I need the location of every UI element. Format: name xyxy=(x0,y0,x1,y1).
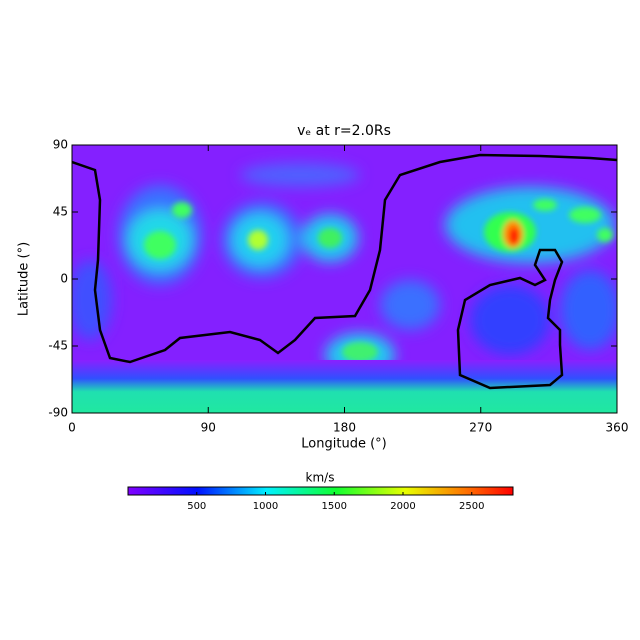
y-tick-label: -45 xyxy=(48,339,68,353)
y-tick-label: -90 xyxy=(48,406,68,420)
x-tick-label: 360 xyxy=(606,421,629,435)
colorbar xyxy=(127,486,514,496)
x-tick-label: 90 xyxy=(201,421,216,435)
colorbar-tick-label: 2000 xyxy=(390,501,415,512)
x-tick-label: 270 xyxy=(469,421,492,435)
colorbar-tick-label: 500 xyxy=(187,501,206,512)
colorbar-tick-label: 1500 xyxy=(322,501,347,512)
colorbar-label: km/s xyxy=(306,471,335,485)
x-tick-label: 180 xyxy=(333,421,356,435)
field xyxy=(72,145,617,413)
chart-title: vₑ at r=2.0Rs xyxy=(297,123,391,139)
contour xyxy=(72,153,617,364)
y-tick-label: 45 xyxy=(53,205,68,219)
y-tick-label: 0 xyxy=(60,272,68,286)
x-tick-label: 0 xyxy=(68,421,76,435)
x-axis-label: Longitude (°) xyxy=(301,437,386,452)
y-axis-label: Latitude (°) xyxy=(17,242,32,316)
y-tick-label: 90 xyxy=(53,138,68,152)
colorbar-tick-label: 2500 xyxy=(459,501,484,512)
colorbar-tick-label: 1000 xyxy=(253,501,278,512)
contour xyxy=(456,248,564,390)
